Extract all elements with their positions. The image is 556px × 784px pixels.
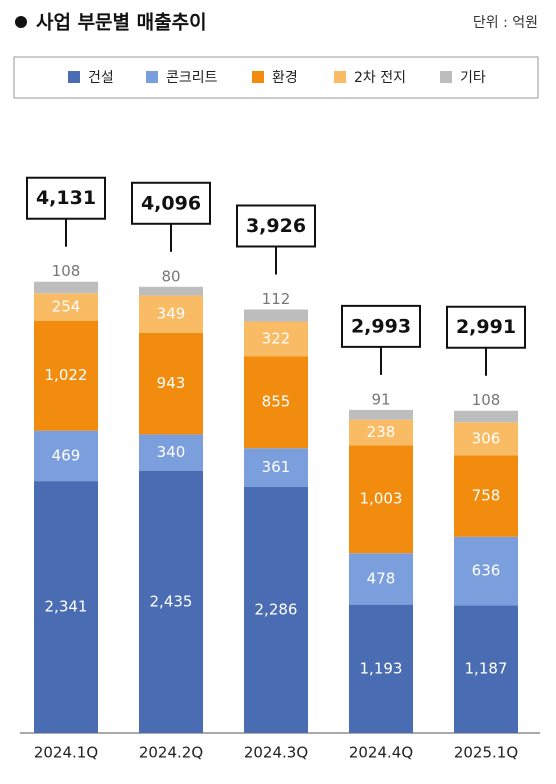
legend-swatch [68,71,80,83]
bar-segment [34,293,98,321]
data-label: 469 [52,446,81,464]
bar-segment [349,409,413,420]
bar-segment [34,481,98,733]
data-label: 349 [157,305,186,323]
total-label: 2,991 [456,316,516,338]
bar-segment [244,309,308,322]
total-label: 4,131 [36,187,96,209]
bar-segment [139,332,203,435]
x-tick-label: 2024.3Q [244,744,308,762]
legend-label: 콘크리트 [166,70,218,86]
total-label: 3,926 [246,215,306,237]
legend-label: 2차 전지 [354,70,406,86]
bar-segment [244,356,308,449]
bar-segment [34,320,98,431]
data-label: 943 [157,374,186,392]
data-label: 322 [262,329,291,347]
data-label: 254 [52,298,81,316]
data-label: 1,022 [45,366,88,384]
data-label: 758 [472,487,501,505]
x-tick-label: 2024.1Q [34,744,98,762]
data-label: 91 [371,390,390,408]
x-tick-label: 2024.4Q [349,744,413,762]
total-box [446,305,526,349]
bar-segment [454,455,518,537]
bar-segment [349,445,413,554]
bar-segment [244,448,308,488]
bar-segment [139,434,203,471]
data-label: 2,435 [150,592,193,610]
data-label: 108 [52,262,81,280]
legend-label: 건설 [88,70,114,86]
data-label: 2,341 [45,598,88,616]
total-box [131,181,211,225]
data-label: 1,193 [360,659,403,677]
legend-label: 환경 [272,70,298,86]
x-tick-label: 2025.1Q [454,744,518,762]
legend-label: 기타 [460,70,486,86]
bar-segment [34,281,98,294]
legend-box [13,56,539,99]
bar-segment [454,605,518,733]
title-bullet [15,16,27,28]
total-box [341,304,421,348]
data-label: 80 [161,267,180,285]
data-label: 108 [472,391,501,409]
bar-segment [244,321,308,357]
data-label: 112 [262,290,291,308]
data-label: 855 [262,393,291,411]
data-label: 1,187 [465,660,508,678]
data-label: 2,286 [255,601,298,619]
data-label: 340 [157,443,186,461]
data-label: 636 [472,562,501,580]
data-label: 238 [367,423,396,441]
unit-label: 단위 : 억원 [473,15,538,31]
legend-swatch [440,71,452,83]
chart-title: 사업 부문별 매출추이 [36,12,207,34]
x-tick-label: 2024.2Q [139,744,203,762]
bar-segment [349,419,413,446]
bar-segment [349,553,413,605]
legend-swatch [252,71,264,83]
bar-segment [139,470,203,733]
data-label: 478 [367,569,396,587]
data-label: 306 [472,429,501,447]
bar-segment [454,422,518,456]
bar-segment [34,430,98,482]
legend-swatch [334,71,346,83]
total-label: 4,096 [141,192,201,214]
bar-segment [349,604,413,733]
total-box [26,176,106,220]
bar-segment [454,410,518,423]
bar-segment [454,536,518,606]
total-box [236,204,316,248]
bar-segment [244,487,308,733]
data-label: 361 [262,458,291,476]
bar-segment [139,295,203,333]
data-label: 1,003 [360,490,403,508]
legend-swatch [146,71,158,83]
bar-segment [139,286,203,296]
total-label: 2,993 [351,315,411,337]
